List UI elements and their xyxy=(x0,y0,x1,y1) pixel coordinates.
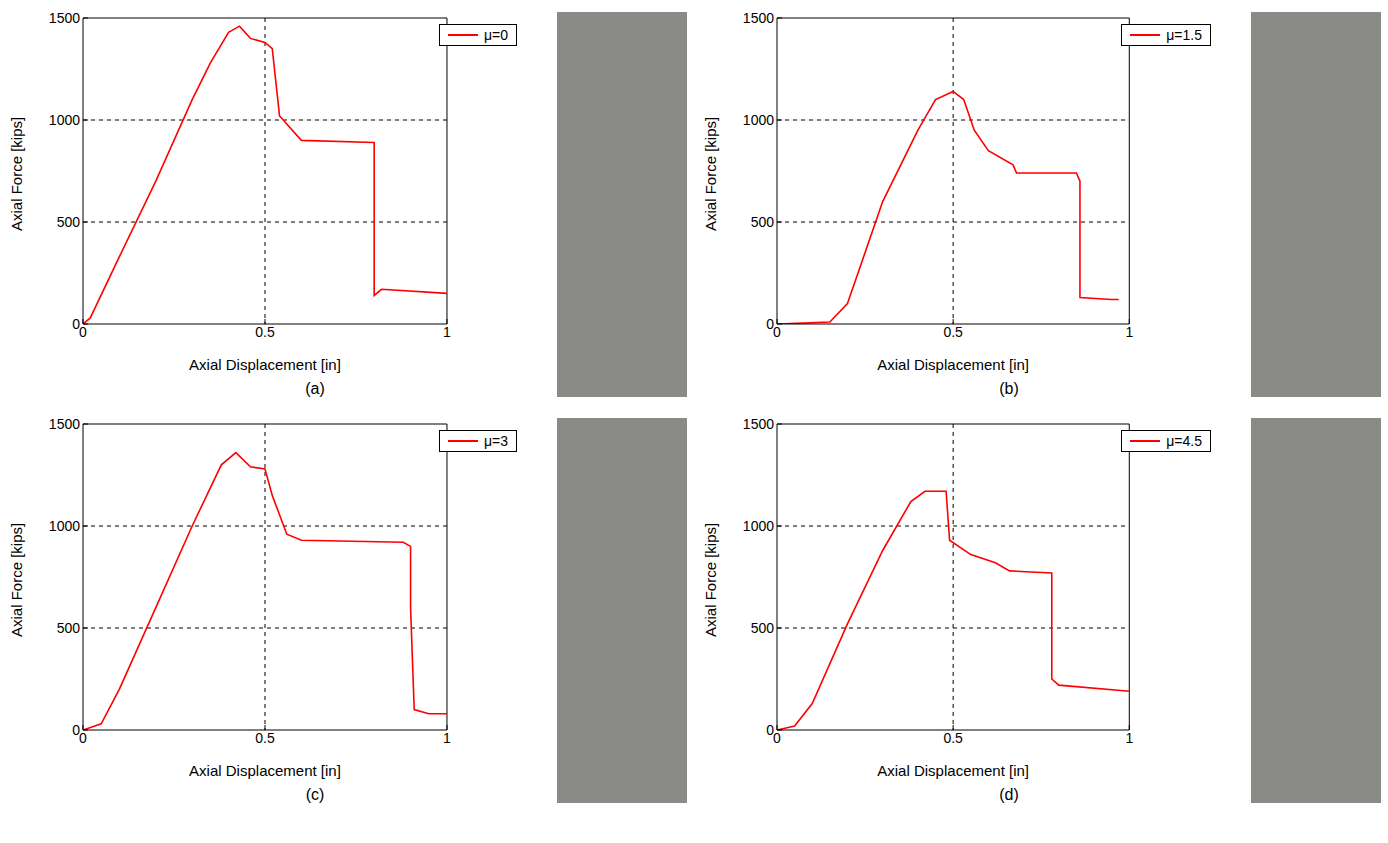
svg-text:1500: 1500 xyxy=(743,10,774,26)
svg-text:Axial Force [kips]: Axial Force [kips] xyxy=(702,117,719,231)
svg-text:0: 0 xyxy=(72,316,80,332)
svg-text:Axial Displacement [in]: Axial Displacement [in] xyxy=(877,356,1029,373)
html-text:μ=1.5: μ=1.5 xyxy=(1166,27,1202,43)
html-text:(d): (d) xyxy=(999,786,1019,803)
svg-text:0: 0 xyxy=(773,324,781,340)
svg-text:1: 1 xyxy=(443,730,451,746)
svg-text:0: 0 xyxy=(773,730,781,746)
svg-text:0.5: 0.5 xyxy=(255,324,275,340)
svg-text:1500: 1500 xyxy=(743,416,774,432)
svg-text:0: 0 xyxy=(766,722,774,738)
svg-text:Axial Force [kips]: Axial Force [kips] xyxy=(702,523,719,637)
svg-text:0.5: 0.5 xyxy=(255,730,275,746)
html-text:μ=0: μ=0 xyxy=(484,27,508,43)
svg-text:0.5: 0.5 xyxy=(943,730,963,746)
svg-text:1500: 1500 xyxy=(49,416,80,432)
svg-text:500: 500 xyxy=(751,620,775,636)
svg-text:1: 1 xyxy=(1125,324,1133,340)
svg-text:1500: 1500 xyxy=(49,10,80,26)
svg-text:0: 0 xyxy=(79,324,87,340)
svg-text:1000: 1000 xyxy=(49,112,80,128)
svg-text:0: 0 xyxy=(72,722,80,738)
svg-text:1000: 1000 xyxy=(49,518,80,534)
svg-text:1: 1 xyxy=(443,324,451,340)
svg-text:Axial Force [kips]: Axial Force [kips] xyxy=(8,523,25,637)
html-text:(a): (a) xyxy=(305,380,325,397)
svg-text:500: 500 xyxy=(57,214,81,230)
svg-text:Axial Displacement [in]: Axial Displacement [in] xyxy=(189,356,341,373)
html-text:(b): (b) xyxy=(999,380,1019,397)
svg-text:500: 500 xyxy=(57,620,81,636)
svg-text:1000: 1000 xyxy=(743,518,774,534)
html-text:μ=4.5: μ=4.5 xyxy=(1166,433,1202,449)
html-text:μ=3: μ=3 xyxy=(484,433,508,449)
svg-text:1000: 1000 xyxy=(743,112,774,128)
svg-text:0: 0 xyxy=(766,316,774,332)
svg-text:0: 0 xyxy=(79,730,87,746)
html-text:(c): (c) xyxy=(305,786,325,803)
svg-text:Axial Displacement [in]: Axial Displacement [in] xyxy=(189,762,341,779)
svg-text:0.5: 0.5 xyxy=(943,324,963,340)
svg-text:1: 1 xyxy=(1125,730,1133,746)
svg-text:Axial Displacement [in]: Axial Displacement [in] xyxy=(877,762,1029,779)
svg-text:500: 500 xyxy=(751,214,775,230)
svg-text:Axial Force [kips]: Axial Force [kips] xyxy=(8,117,25,231)
